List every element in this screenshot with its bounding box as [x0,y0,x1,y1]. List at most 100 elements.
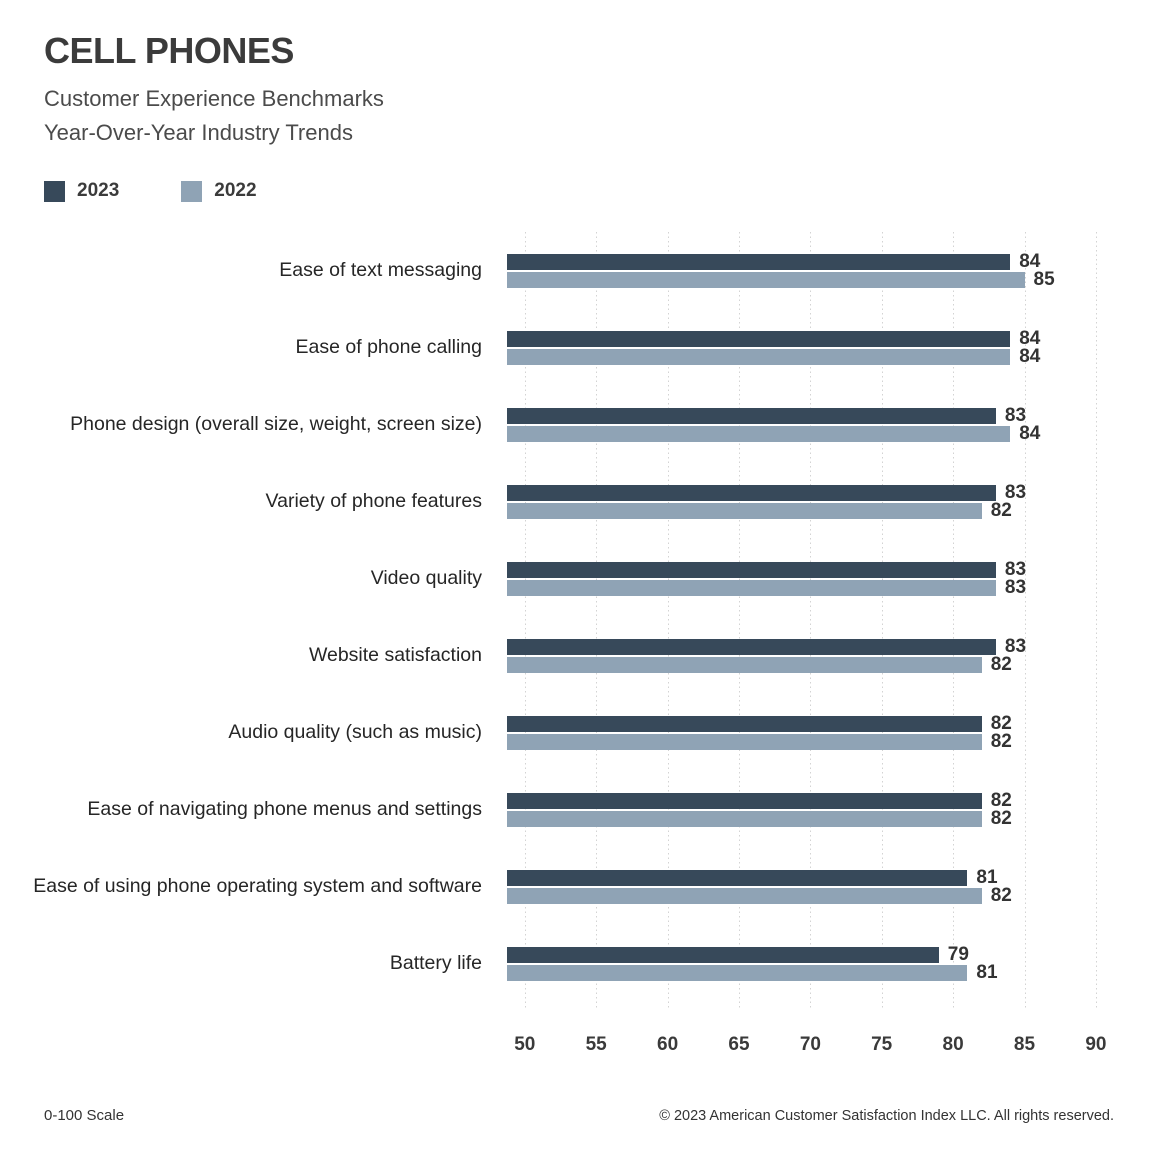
bar-2023 [507,946,939,963]
bar-2022 [507,964,968,981]
value-label: 84 [1019,422,1041,444]
x-tick-label: 55 [585,1034,607,1055]
value-label: 81 [976,866,998,888]
bar-line: 81 [507,961,998,983]
category-label: Audio quality (such as music) [228,721,482,743]
header: CELL PHONES Customer Experience Benchmar… [44,30,384,150]
x-tick-label: 75 [871,1034,893,1055]
legend-label-2022: 2022 [214,180,257,201]
bar-pair: 84 85 [507,250,1055,290]
value-label: 83 [1004,481,1027,503]
bar-line: 84 [507,329,1040,348]
scale-note: 0-100 Scale [44,1107,125,1124]
gridline [1024,232,1026,1010]
value-label: 81 [976,961,998,983]
bar-2023 [507,330,1011,347]
bar-line: 82 [507,499,1026,521]
bar-group: Ease of text messaging 84 85 [0,232,1162,309]
category-label: Ease of text messaging [279,259,482,281]
value-label: 82 [990,789,1012,811]
value-label: 84 [1019,250,1041,272]
category-label: Ease of using phone operating system and… [33,875,482,897]
legend-item-2022: 2022 [181,180,257,202]
legend-swatch-2023 [44,180,65,202]
gridline [739,232,740,1010]
category-label: Phone design (overall size, weight, scre… [70,413,482,435]
x-tick-label: 90 [1085,1034,1107,1055]
x-tick-label: 85 [1013,1034,1036,1055]
bar-groups: Ease of text messaging 84 85 Ease of phone … [0,232,1162,1002]
x-tick-label: 70 [799,1034,821,1055]
bar-group: Ease of phone calling 84 84 [0,309,1162,386]
bar-line: 83 [507,558,1027,580]
bar-line: 82 [507,655,1026,674]
bar-line: 85 [507,268,1055,290]
bar-line: 82 [507,884,1012,906]
bar-pair: 79 81 [507,943,998,983]
bar-2022 [507,733,982,750]
bar-group: Website satisfaction 83 82 [0,617,1162,694]
category-label: Ease of phone calling [295,336,482,358]
value-label: 82 [990,499,1012,521]
bar-2022 [507,887,982,904]
bar-line: 83 [507,404,1040,426]
bar-group: Video quality 83 83 [0,540,1162,617]
bar-2022 [507,656,982,673]
category-label: Variety of phone features [265,490,482,512]
gridline [810,232,812,1010]
bar-pair: 84 84 [507,329,1041,367]
bar-2022 [507,579,996,596]
bar-pair: 83 82 [507,481,1027,521]
bar-line: 82 [507,730,1012,752]
bar-2022 [507,271,1025,288]
bar-group: Phone design (overall size, weight, scre… [0,386,1162,463]
bar-chart: Ease of text messaging 84 85 Ease of phone … [0,232,1162,1072]
bar-2022 [507,425,1011,442]
bar-pair: 82 82 [507,789,1012,828]
page-title: CELL PHONES [44,30,294,71]
value-label: 84 [1019,345,1041,367]
gridline [881,232,883,1010]
bar-line: 82 [507,789,1012,811]
bar-2023 [507,715,982,732]
plot-gridlines [507,232,1113,1010]
bar-group: Variety of phone features 83 82 [0,463,1162,540]
bar-2022 [507,348,1011,365]
x-tick-label: 80 [942,1034,964,1055]
gridline [667,232,669,1010]
bar-line: 82 [507,809,1012,828]
copyright: © 2023 American Customer Satisfaction In… [659,1108,1114,1124]
bar-2023 [507,561,996,578]
x-tick-label: 50 [514,1034,536,1055]
bar-pair: 83 84 [507,404,1041,444]
gridline [524,232,526,1010]
bar-group: Ease of navigating phone menus and setti… [0,771,1162,848]
category-label: Ease of navigating phone menus and setti… [87,798,482,820]
bar-line: 82 [507,714,1012,733]
bar-line: 84 [507,345,1041,367]
legend: 2023 2022 [44,180,257,202]
value-label: 82 [990,730,1012,752]
bar-pair: 81 82 [507,866,1012,906]
category-label: Website satisfaction [308,644,482,666]
value-label: 83 [1004,576,1027,598]
bar-line: 84 [507,250,1055,272]
value-label: 83 [1004,404,1027,426]
bar-pair: 83 82 [507,637,1026,674]
value-label: 82 [990,884,1012,906]
x-tick-label: 60 [657,1034,679,1055]
bar-line: 79 [507,943,998,965]
value-label: 85 [1033,268,1055,290]
bar-line: 84 [507,422,1041,444]
value-label: 79 [947,943,969,965]
bar-2023 [507,484,996,501]
bar-2023 [507,253,1011,270]
category-label: Battery life [389,952,482,974]
x-tick-label: 65 [728,1034,750,1055]
bar-2022 [507,810,982,827]
bar-line: 83 [507,576,1027,598]
bar-group: Battery life 79 81 [0,925,1162,1002]
value-label: 83 [1004,558,1027,580]
bar-2022 [507,502,982,519]
